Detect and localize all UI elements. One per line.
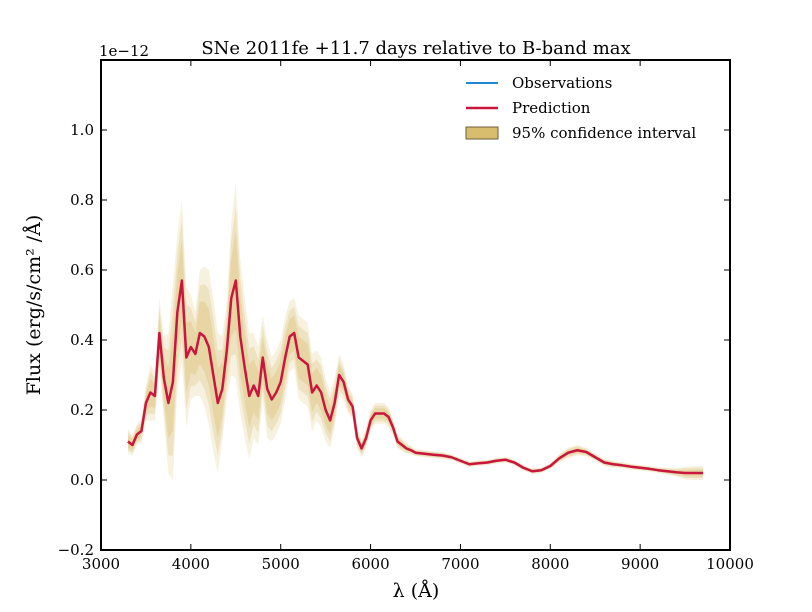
legend-prediction-label: Prediction bbox=[512, 99, 591, 117]
y-tick-label: 0.6 bbox=[70, 261, 94, 279]
legend-confidence-swatch bbox=[465, 126, 499, 140]
y-axis: −0.2 0.0 0.2 0.4 0.6 0.8 1.0 bbox=[58, 121, 730, 559]
legend-confidence-label: 95% confidence interval bbox=[512, 124, 696, 142]
confidence-band-1 bbox=[127, 182, 704, 480]
x-tick-label: 7000 bbox=[441, 555, 479, 573]
y-tick-label: 0.0 bbox=[70, 471, 94, 489]
x-tick-label: 8000 bbox=[531, 555, 569, 573]
y-axis-label: Flux (erg/s/cm² /Å) bbox=[23, 215, 45, 396]
prediction-line bbox=[127, 279, 704, 475]
y-tick-label: 0.4 bbox=[70, 331, 94, 349]
chart-title: SNe 2011fe +11.7 days relative to B-band… bbox=[201, 38, 630, 59]
legend: Observations Prediction 95% confidence i… bbox=[465, 74, 696, 142]
legend-observations-label: Observations bbox=[512, 74, 612, 92]
confidence-band-2 bbox=[127, 207, 704, 479]
y-tick-label: −0.2 bbox=[58, 541, 94, 559]
x-tick-label: 10000 bbox=[706, 555, 754, 573]
y-scale-multiplier: 1e−12 bbox=[99, 42, 149, 60]
x-tick-label: 9000 bbox=[621, 555, 659, 573]
x-axis-label: λ (Å) bbox=[393, 580, 440, 602]
x-tick-label: 3000 bbox=[82, 555, 120, 573]
x-tick-label: 6000 bbox=[351, 555, 389, 573]
y-tick-label: 0.2 bbox=[70, 401, 94, 419]
plot-frame bbox=[100, 59, 731, 551]
y-tick-label: 1.0 bbox=[70, 121, 94, 139]
x-tick-label: 5000 bbox=[262, 555, 300, 573]
y-tick-label: 0.8 bbox=[70, 191, 94, 209]
x-axis: 3000 4000 5000 6000 7000 8000 9000 10000 bbox=[82, 60, 754, 573]
confidence-band-layer bbox=[127, 182, 704, 480]
x-tick-label: 4000 bbox=[172, 555, 210, 573]
series-layer bbox=[127, 279, 704, 475]
confidence-band-3 bbox=[127, 231, 704, 477]
